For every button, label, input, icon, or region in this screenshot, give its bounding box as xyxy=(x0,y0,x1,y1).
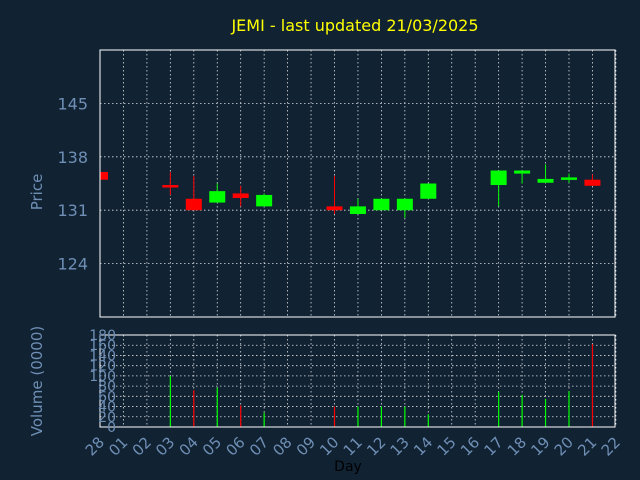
x-tick-label: 19 xyxy=(527,433,553,459)
x-tick-label: 20 xyxy=(551,433,577,459)
x-tick-label: 07 xyxy=(246,433,272,459)
volume-y-tick-label: 60 xyxy=(98,389,116,405)
chart-title: JEMI - last updated 21/03/2025 xyxy=(230,16,478,35)
volume-y-tick-label: 80 xyxy=(98,379,116,395)
candle-body xyxy=(584,179,601,186)
x-tick-label: 03 xyxy=(152,433,178,459)
candle-12 xyxy=(373,198,390,211)
x-ticks: 2801020304050607080910111213141516171819… xyxy=(82,433,624,459)
x-tick-label: 05 xyxy=(199,433,225,459)
candle-13 xyxy=(396,198,413,218)
candle-body xyxy=(396,198,413,211)
x-tick-label: 14 xyxy=(410,433,436,459)
x-tick-label: 04 xyxy=(176,433,202,459)
x-tick-label: 22 xyxy=(598,433,624,459)
candle-body xyxy=(100,172,108,180)
candle-body xyxy=(373,198,390,211)
candle-body xyxy=(514,170,531,174)
candle-body xyxy=(490,170,507,186)
volume-axis-label: Volume (0000) xyxy=(28,326,46,436)
candle-05 xyxy=(209,183,226,203)
candle-body xyxy=(256,194,273,207)
x-axis-label: Day xyxy=(334,459,362,475)
volume-bars xyxy=(169,344,594,427)
volume-y-tick-label: 100 xyxy=(89,369,116,385)
price-candles xyxy=(100,164,601,218)
x-tick-label: 10 xyxy=(316,433,342,459)
volume-plot-frame xyxy=(99,334,616,428)
candle-body xyxy=(420,183,437,199)
x-tick-label: 01 xyxy=(105,433,131,459)
volume-y-tick-label: 0 xyxy=(107,420,116,436)
price-y-tick-label: 145 xyxy=(57,94,88,113)
candle-07 xyxy=(256,193,273,207)
x-tick-label: 09 xyxy=(293,433,319,459)
x-tick-label: 13 xyxy=(387,433,413,459)
price-plot-frame xyxy=(99,49,616,318)
candle-21 xyxy=(584,174,601,186)
candle-20 xyxy=(561,173,577,183)
price-y-tick-label: 138 xyxy=(57,148,88,167)
price-y-tick-label: 131 xyxy=(57,201,88,220)
candle-18 xyxy=(514,170,531,184)
x-tick-label: 28 xyxy=(82,433,108,459)
candle-body xyxy=(326,206,343,211)
candle-10 xyxy=(326,175,343,215)
price-axis-label: Price xyxy=(28,174,46,211)
x-tick-label: 15 xyxy=(434,433,460,459)
volume-y-tick-label: 20 xyxy=(98,410,116,426)
candle-body xyxy=(349,206,366,215)
candle-06 xyxy=(232,185,249,207)
price-y-tick-label: 124 xyxy=(57,255,88,274)
x-tick-label: 11 xyxy=(340,433,366,459)
price-y-ticks: 124 131 138 145 xyxy=(57,94,88,273)
x-tick-label: 21 xyxy=(574,433,600,459)
candle-body xyxy=(209,191,226,203)
candle-body xyxy=(185,198,202,211)
volume-y-tick-label: 120 xyxy=(89,359,116,375)
candle-04 xyxy=(185,175,202,211)
volume-y-tick-label: 160 xyxy=(89,338,116,354)
candle-17 xyxy=(490,170,507,207)
x-tick-label: 02 xyxy=(129,433,155,459)
volume-y-tick-label: 180 xyxy=(89,328,116,344)
price-grid xyxy=(100,50,617,317)
candle-03 xyxy=(162,172,179,195)
x-tick-label: 08 xyxy=(269,433,295,459)
x-tick-label: 18 xyxy=(504,433,530,459)
candle-28 xyxy=(100,172,108,180)
x-tick-label: 16 xyxy=(457,433,483,459)
candle-11 xyxy=(349,198,366,215)
x-tick-label: 17 xyxy=(480,433,506,459)
candle-14 xyxy=(420,183,437,199)
volume-y-tick-label: 40 xyxy=(98,400,116,416)
x-tick-label: 06 xyxy=(222,433,248,459)
candle-body xyxy=(537,178,554,183)
candle-body xyxy=(162,185,179,188)
candle-body xyxy=(232,193,249,198)
candle-body xyxy=(561,177,577,180)
candle-19 xyxy=(537,164,554,183)
volume-y-tick-label: 140 xyxy=(89,348,116,364)
x-tick-label: 12 xyxy=(363,433,389,459)
